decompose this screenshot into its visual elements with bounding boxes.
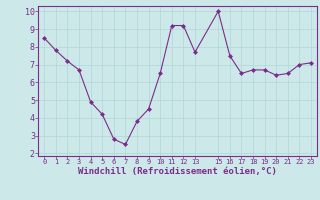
- X-axis label: Windchill (Refroidissement éolien,°C): Windchill (Refroidissement éolien,°C): [78, 167, 277, 176]
